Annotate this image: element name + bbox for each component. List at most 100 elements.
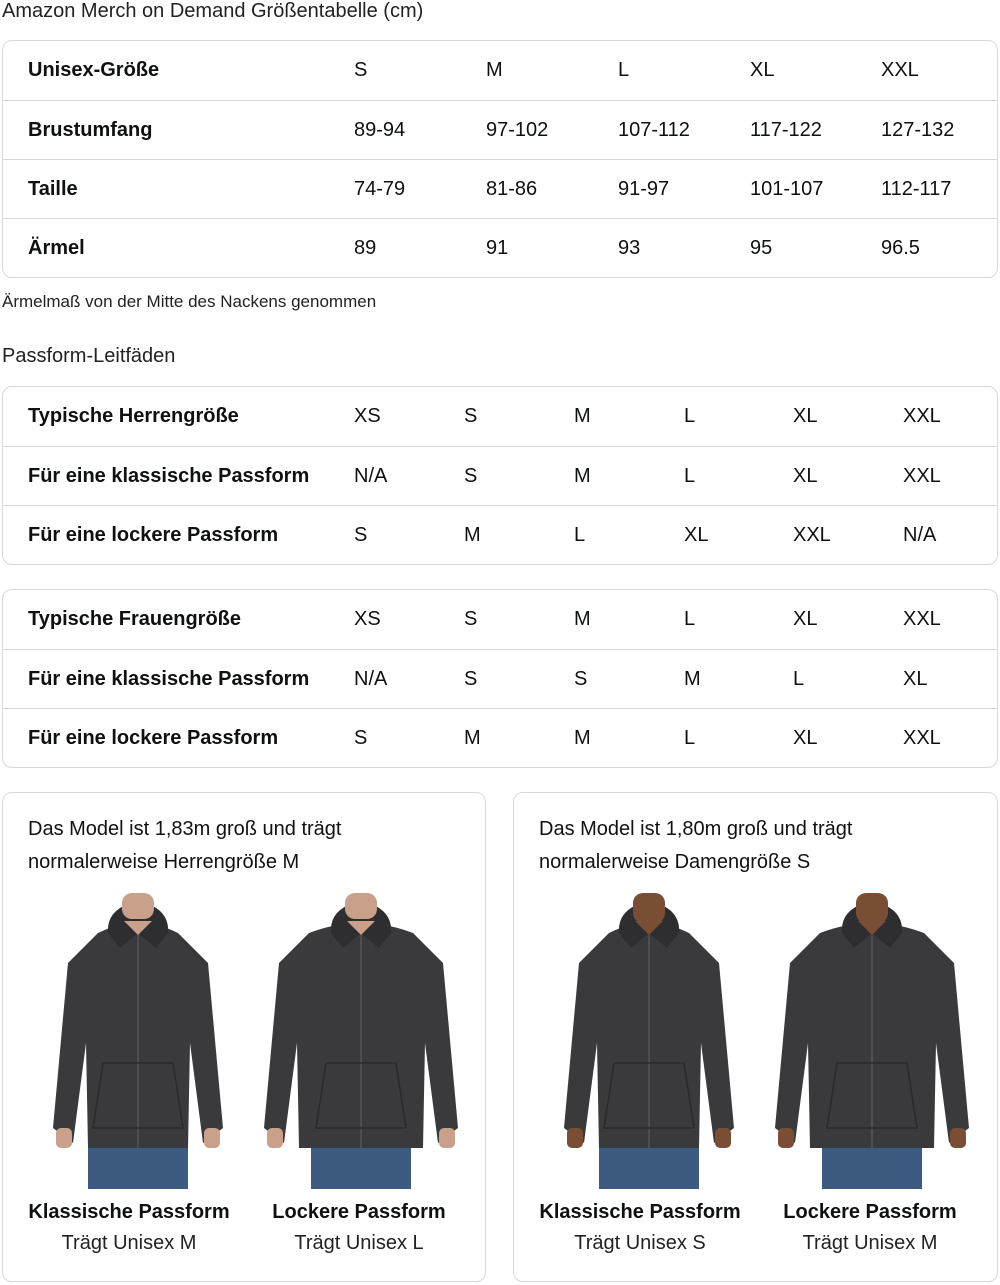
fit-guides-title: Passform-Leitfäden [2,345,176,367]
photo-caption: Lockere Passform Trägt Unisex M [750,1201,990,1255]
table-row: Für eine lockere Passform S M M L XL XXL [3,708,997,767]
row-label: Taille [28,178,78,200]
cell-value: S [464,608,478,630]
women-fit-table: Typische Frauengröße XS S M L XL XXL Für eine k… [2,589,998,768]
jeans [88,1143,188,1189]
cell-value: 74-79 [354,178,406,200]
cell-value: M [464,727,481,749]
cell-value: L [793,668,805,690]
cell-value: L [574,524,586,546]
size-chart-title: Amazon Merch on Demand Größentabelle (cm… [2,0,424,22]
cell-value: L [684,608,696,630]
men-model-card: Das Model ist 1,83m groß und trägt norma… [2,792,486,1282]
cell-value: XXL [903,405,941,427]
cell-value: L [618,59,630,81]
cell-value: XL [903,668,928,690]
row-label: Für eine lockere Passform [28,727,279,749]
fit-title: Klassische Passform [28,1201,230,1223]
row-label: Typische Herrengröße [28,405,239,427]
cell-value: XXL [793,524,831,546]
model-description: Das Model ist 1,83m groß und trägt norma… [28,818,342,873]
row-label: Ärmel [28,237,85,259]
cell-value: M [574,727,591,749]
fit-title: Lockere Passform [272,1201,446,1223]
table-row: Taille 74-79 81-86 91-97 101-107 112-117 [3,159,997,218]
cell-value: M [464,524,481,546]
cell-value: XL [750,59,775,81]
cell-value: M [684,668,701,690]
sleeve-note: Ärmelmaß von der Mitte des Nackens genom… [2,292,377,311]
table-row: Ärmel 89 91 93 95 96.5 [3,218,997,277]
cell-value: 117-122 [750,119,822,141]
cell-value: XL [793,727,818,749]
cell-value: 93 [618,237,641,259]
cell-value: XXL [903,727,941,749]
cell-value: M [574,465,591,487]
photo-caption: Klassische Passform Trägt Unisex S [520,1201,760,1255]
cell-value: XXL [881,59,919,81]
cell-value: XXL [903,608,941,630]
cell-value: M [574,405,591,427]
cell-value: N/A [903,524,937,546]
cell-value: 96.5 [881,237,920,259]
cell-value: XL [793,608,818,630]
cell-value: 89 [354,237,377,259]
fit-size: Trägt Unisex M [802,1232,938,1254]
table-row: Brustumfang 89-94 97-102 107-112 117-122 127-… [3,100,997,159]
model-photo [261,893,461,1189]
model-description: Das Model ist 1,80m groß und trägt norma… [539,818,853,873]
cell-value: 107-112 [618,119,690,141]
table-row: Für eine klassische Passform N/A S S M L XL [3,649,997,708]
cell-value: S [464,465,478,487]
table-row: Für eine klassische Passform N/A S M L XL XXL [3,446,997,505]
cell-value: S [354,59,368,81]
men-fit-table: Typische Herrengröße XS S M L XL XXL Für eine k… [2,386,998,565]
row-label: Unisex-Größe [28,59,160,81]
cell-value: 112-117 [881,178,952,200]
jeans [311,1143,411,1189]
cell-value: M [574,608,591,630]
photo-caption: Klassische Passform Trägt Unisex M [9,1201,249,1255]
row-label: Für eine klassische Passform [28,668,310,690]
cell-value: S [464,405,478,427]
cell-value: M [486,59,503,81]
cell-value: S [464,668,478,690]
table-row: Unisex-Größe S M L XL XXL [3,41,997,100]
cell-value: 127-132 [881,119,955,141]
cell-value: XS [354,405,381,427]
fit-size: Trägt Unisex S [574,1232,706,1254]
model-photo [38,893,238,1189]
model-photo [772,893,972,1189]
cell-value: 97-102 [486,119,549,141]
cell-value: S [354,524,368,546]
row-label: Typische Frauengröße [28,608,242,630]
women-model-card: Das Model ist 1,80m groß und trägt norma… [513,792,998,1282]
cell-value: 81-86 [486,178,538,200]
cell-value: XXL [903,465,941,487]
photo-caption: Lockere Passform Trägt Unisex L [239,1201,479,1255]
model-photo [549,893,749,1189]
cell-value: XL [684,524,709,546]
fit-title: Lockere Passform [783,1201,957,1223]
table-row: Für eine lockere Passform S M L XL XXL N/A [3,505,997,564]
cell-value: N/A [354,668,388,690]
jeans [599,1143,699,1189]
cell-value: S [574,668,588,690]
fit-size: Trägt Unisex L [294,1232,424,1254]
cell-value: 101-107 [750,178,824,200]
cell-value: 89-94 [354,119,406,141]
cell-value: N/A [354,465,388,487]
fit-title: Klassische Passform [539,1201,741,1223]
cell-value: XS [354,608,381,630]
jeans [822,1143,922,1189]
cell-value: 95 [750,237,773,259]
cell-value: 91-97 [618,178,670,200]
cell-value: L [684,465,696,487]
row-label: Für eine lockere Passform [28,524,279,546]
cell-value: XL [793,405,818,427]
cell-value: L [684,405,696,427]
size-chart-table: Unisex-Größe S M L XL XXL Brustumfang 89-94 97-1… [2,40,998,278]
row-label: Brustumfang [28,119,153,141]
cell-value: S [354,727,368,749]
table-row: Typische Herrengröße XS S M L XL XXL [3,387,997,446]
